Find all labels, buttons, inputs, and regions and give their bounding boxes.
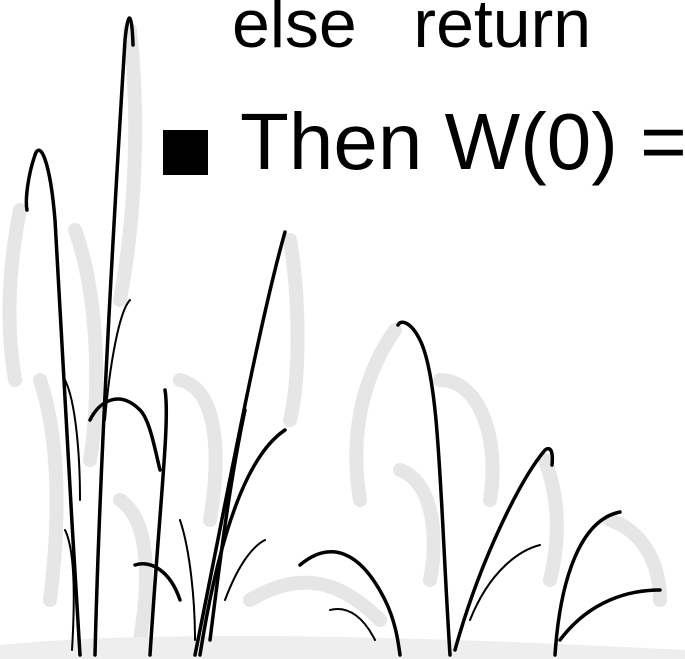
slide-text-line: else return [232, 0, 591, 58]
bullet [163, 130, 208, 175]
slide: else return Then W(0) = [0, 0, 685, 659]
slide-text-line: Then W(0) = [240, 102, 685, 182]
